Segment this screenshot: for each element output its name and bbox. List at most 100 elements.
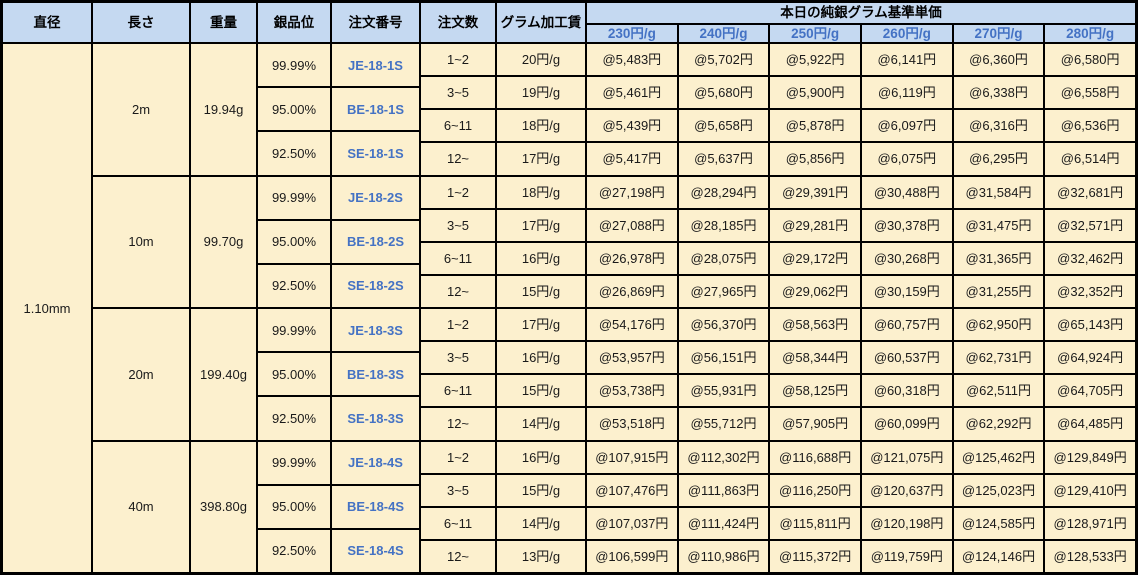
order-qty-cell: 6~11 xyxy=(421,242,495,274)
price-cell: @53,957円 xyxy=(587,342,677,374)
price-cell: @62,950円 xyxy=(953,309,1044,341)
price-cell: @5,900円 xyxy=(770,77,860,109)
price-cell: @64,485円 xyxy=(1045,408,1135,440)
length-cell: 40m xyxy=(93,441,189,572)
price-cell: @31,365円 xyxy=(953,242,1044,274)
order-qty-cell: 3~5 xyxy=(421,474,495,506)
price-cell: @116,250円 xyxy=(770,474,860,506)
gram-fee-cell: 16円/g xyxy=(497,342,585,374)
gram-fee-cell: 14円/g xyxy=(497,408,585,440)
price-cell: @58,125円 xyxy=(770,375,860,407)
order-qty-cell: 12~ xyxy=(421,143,495,175)
order-qty-cell: 12~ xyxy=(421,408,495,440)
purity-cell: 99.99% xyxy=(258,44,330,87)
price-cell: @29,062円 xyxy=(770,275,860,307)
price-cell: @6,097円 xyxy=(861,110,952,142)
purity-cell: 99.99% xyxy=(258,176,330,219)
price-cell: @112,302円 xyxy=(678,441,769,473)
price-cell: @121,075円 xyxy=(861,441,952,473)
purity-cell: 95.00% xyxy=(258,220,330,263)
order-number-cell: JE-18-4S xyxy=(332,441,419,484)
price-cell: @107,476円 xyxy=(587,474,677,506)
price-cell: @125,462円 xyxy=(953,441,1044,473)
price-cell: @5,637円 xyxy=(678,143,769,175)
price-cell: @5,680円 xyxy=(678,77,769,109)
price-cell: @115,372円 xyxy=(770,540,860,572)
gram-fee-cell: 18円/g xyxy=(497,110,585,142)
order-qty-cell: 12~ xyxy=(421,540,495,572)
price-cell: @28,294円 xyxy=(678,176,769,208)
price-cell: @60,757円 xyxy=(861,309,952,341)
price-cell: @60,537円 xyxy=(861,342,952,374)
price-cell: @57,905円 xyxy=(770,408,860,440)
weight-cell: 99.70g xyxy=(191,176,256,307)
price-cell: @124,585円 xyxy=(953,507,1044,539)
price-cell: @6,360円 xyxy=(953,44,1044,76)
order-qty-cell: 1~2 xyxy=(421,441,495,473)
header-price-col-4: 270円/g xyxy=(953,25,1044,42)
price-cell: @27,965円 xyxy=(678,275,769,307)
header-price-col-2: 250円/g xyxy=(770,25,860,42)
order-qty-cell: 12~ xyxy=(421,275,495,307)
gram-fee-cell: 18円/g xyxy=(497,176,585,208)
price-cell: @60,099円 xyxy=(861,408,952,440)
header-order-qty: 注文数 xyxy=(421,3,495,42)
price-cell: @27,198円 xyxy=(587,176,677,208)
price-cell: @26,978円 xyxy=(587,242,677,274)
price-cell: @31,475円 xyxy=(953,209,1044,241)
header-price-col-1: 240円/g xyxy=(678,25,769,42)
price-cell: @29,391円 xyxy=(770,176,860,208)
order-qty-cell: 6~11 xyxy=(421,110,495,142)
purity-cell: 92.50% xyxy=(258,264,330,307)
header-gram-fee: グラム加工賃 xyxy=(497,3,585,42)
gram-fee-cell: 16円/g xyxy=(497,441,585,473)
price-cell: @111,424円 xyxy=(678,507,769,539)
order-number-cell: SE-18-3S xyxy=(332,397,419,440)
price-cell: @64,705円 xyxy=(1045,375,1135,407)
order-qty-cell: 6~11 xyxy=(421,375,495,407)
weight-cell: 199.40g xyxy=(191,309,256,440)
price-cell: @107,037円 xyxy=(587,507,677,539)
order-qty-cell: 3~5 xyxy=(421,77,495,109)
order-number-cell: BE-18-1S xyxy=(332,88,419,131)
gram-fee-cell: 15円/g xyxy=(497,474,585,506)
price-cell: @5,856円 xyxy=(770,143,860,175)
price-cell: @58,563円 xyxy=(770,309,860,341)
price-cell: @60,318円 xyxy=(861,375,952,407)
order-number-cell: BE-18-4S xyxy=(332,485,419,528)
price-cell: @125,023円 xyxy=(953,474,1044,506)
price-cell: @5,702円 xyxy=(678,44,769,76)
gram-fee-cell: 15円/g xyxy=(497,275,585,307)
price-cell: @55,931円 xyxy=(678,375,769,407)
price-cell: @29,172円 xyxy=(770,242,860,274)
header-price-col-5: 280円/g xyxy=(1045,25,1135,42)
price-cell: @107,915円 xyxy=(587,441,677,473)
price-cell: @5,658円 xyxy=(678,110,769,142)
price-cell: @5,483円 xyxy=(587,44,677,76)
purity-cell: 99.99% xyxy=(258,441,330,484)
purity-cell: 95.00% xyxy=(258,353,330,396)
gram-fee-cell: 16円/g xyxy=(497,242,585,274)
price-cell: @31,584円 xyxy=(953,176,1044,208)
gram-fee-cell: 13円/g xyxy=(497,540,585,572)
price-cell: @30,268円 xyxy=(861,242,952,274)
order-number-cell: BE-18-3S xyxy=(332,353,419,396)
price-cell: @124,146円 xyxy=(953,540,1044,572)
price-cell: @111,863円 xyxy=(678,474,769,506)
price-cell: @56,370円 xyxy=(678,309,769,341)
price-cell: @128,533円 xyxy=(1045,540,1135,572)
order-number-cell: SE-18-1S xyxy=(332,132,419,175)
price-cell: @32,681円 xyxy=(1045,176,1135,208)
price-cell: @64,924円 xyxy=(1045,342,1135,374)
length-cell: 20m xyxy=(93,309,189,440)
price-cell: @116,688円 xyxy=(770,441,860,473)
gram-fee-cell: 17円/g xyxy=(497,143,585,175)
length-cell: 10m xyxy=(93,176,189,307)
order-number-cell: SE-18-4S xyxy=(332,529,419,572)
header-price-group-title: 本日の純銀グラム基準単価 xyxy=(587,3,1135,23)
gram-fee-cell: 14円/g xyxy=(497,507,585,539)
order-qty-cell: 6~11 xyxy=(421,507,495,539)
price-cell: @65,143円 xyxy=(1045,309,1135,341)
price-cell: @6,295円 xyxy=(953,143,1044,175)
gram-fee-cell: 20円/g xyxy=(497,44,585,76)
